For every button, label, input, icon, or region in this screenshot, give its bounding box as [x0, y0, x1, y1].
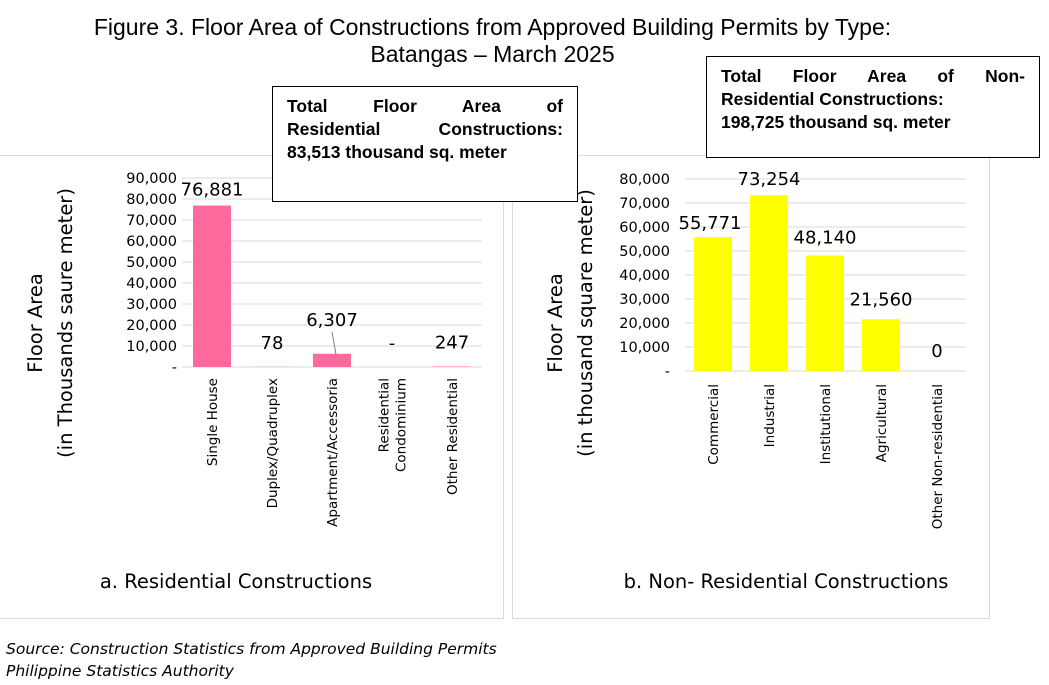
nonres-y-tick-label: 60,000: [619, 220, 670, 236]
nonres-y-tick-label: 80,000: [619, 172, 670, 188]
res-bar-1: [193, 205, 231, 367]
nonres-data-label-3: 48,140: [794, 227, 857, 248]
res-y-tick-label: 50,000: [126, 255, 177, 271]
residential-total-callout: Total Floor Area of Residential Construc…: [272, 86, 578, 202]
source-line2: Philippine Statistics Authority: [6, 662, 234, 680]
residential-chart-panel: [0, 155, 504, 619]
nonres-category-label-1: Commercial: [706, 384, 722, 465]
res-y-tick-label: 80,000: [126, 192, 177, 208]
res-category-label-1: Single House: [205, 378, 221, 466]
nonres-chart-title: b. Non- Residential Constructions: [624, 570, 949, 593]
res-y-tick-label: 10,000: [126, 339, 177, 355]
nonres-bar-2: [750, 195, 788, 371]
nonres-category-label-4: Agricultural: [874, 384, 890, 462]
res-category-label-4: Condominium: [394, 378, 410, 472]
nonres-category-label-3: Institutional: [818, 384, 834, 464]
res-data-label-1: 76,881: [181, 180, 244, 201]
figure-title-line2: Batangas – March 2025: [370, 41, 615, 67]
nonres-data-label-1: 55,771: [679, 213, 742, 234]
res-data-label-2: 78: [261, 333, 284, 354]
res-y-axis-title: (in Thousands saure meter): [54, 188, 77, 458]
non-residential-total-callout: Total Floor Area of Non- Residential Con…: [706, 56, 1040, 158]
callout-res-line3: 83,513 thousand sq. meter: [287, 142, 507, 162]
callout-res-line1: Total Floor Area of: [287, 96, 563, 116]
res-leader-line: [331, 331, 337, 355]
nonres-chart: - 10,000 20,000 30,000 40,000 50,000 60,000 70,…: [544, 169, 965, 593]
res-category-label-5: Other Residential: [445, 378, 461, 495]
figure-title-line1: Figure 3. Floor Area of Constructions fr…: [93, 14, 892, 40]
callout-nonres-line3: 198,725 thousand sq. meter: [721, 112, 951, 132]
res-y-tick-label: -: [172, 360, 177, 376]
nonres-data-label-5: 0: [931, 341, 942, 362]
res-y-axis-title: Floor Area: [24, 273, 47, 373]
res-y-tick-label: 20,000: [126, 318, 177, 334]
source-line1: Source: Construction Statistics from App…: [6, 640, 497, 658]
nonres-y-tick-label: 50,000: [619, 244, 670, 260]
res-y-tick-label: 60,000: [126, 234, 177, 250]
res-y-tick-label: 30,000: [126, 297, 177, 313]
callout-res-line2: Residential Constructions:: [287, 119, 563, 139]
res-category-label-2: Duplex/Quadruplex: [265, 378, 281, 508]
nonres-bar-1: [694, 237, 732, 371]
callout-nonres-line2: Residential Constructions:: [721, 89, 944, 109]
nonres-y-tick-label: -: [665, 364, 670, 380]
nonres-data-label-4: 21,560: [850, 289, 913, 310]
figure-title: Figure 3. Floor Area of Constructions fr…: [0, 14, 985, 68]
res-y-tick-label: 90,000: [126, 171, 177, 187]
nonres-bar-4: [862, 319, 900, 371]
callout-nonres-line1: Total Floor Area of Non-: [721, 66, 1025, 86]
nonres-y-axis-title: (in thousand square meter): [574, 189, 597, 457]
res-category-label-4: Residential: [377, 378, 393, 452]
source-note: Source: Construction Statistics from App…: [6, 638, 497, 682]
res-data-label-4: -: [389, 333, 396, 354]
nonres-category-label-2: Industrial: [762, 384, 778, 447]
nonres-y-tick-label: 20,000: [619, 316, 670, 332]
res-chart-title: a. Residential Constructions: [100, 570, 372, 593]
res-data-label-5: 247: [435, 332, 469, 353]
res-y-tick-label: 40,000: [126, 276, 177, 292]
res-y-tick-label: 70,000: [126, 213, 177, 229]
nonres-y-tick-label: 70,000: [619, 196, 670, 212]
nonres-category-label-5: Other Non-residential: [930, 384, 946, 529]
nonres-data-label-2: 73,254: [738, 169, 801, 190]
res-data-label-3: 6,307: [306, 310, 358, 331]
nonres-y-tick-label: 40,000: [619, 268, 670, 284]
res-bar-5: [433, 366, 471, 367]
res-category-label-3: Apartment/Accessoria: [325, 378, 341, 527]
nonres-bar-3: [806, 255, 844, 371]
res-bar-3: [313, 353, 351, 367]
nonres-y-tick-label: 10,000: [619, 340, 670, 356]
nonres-y-axis-title: Floor Area: [544, 273, 567, 373]
nonres-y-tick-label: 30,000: [619, 292, 670, 308]
res-chart: - 10,000 20,000 30,000 40,000 50,000 60,000 70,…: [24, 171, 482, 593]
